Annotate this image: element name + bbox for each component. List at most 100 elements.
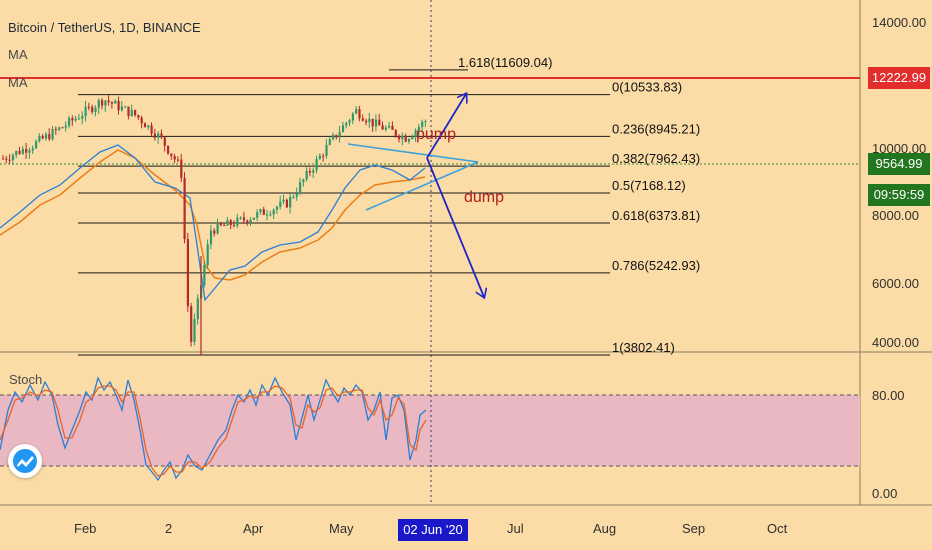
price-tick-4000: 4000.00 xyxy=(872,335,919,350)
candle-body xyxy=(196,298,199,320)
candle-body xyxy=(173,156,176,160)
fib-level-label: 0.618(6373.81) xyxy=(612,208,700,223)
candle-body xyxy=(292,196,295,198)
candle-body xyxy=(71,117,74,121)
time-tick-jul: Jul xyxy=(507,521,524,536)
candle-body xyxy=(348,120,351,123)
countdown-tag: 09:59:59 xyxy=(868,184,930,206)
candle-body xyxy=(394,129,397,136)
candle-body xyxy=(388,125,391,128)
candle-body xyxy=(209,230,213,245)
candle-body xyxy=(124,106,127,108)
stoch-k-line xyxy=(0,376,427,482)
candle-body xyxy=(35,141,38,149)
candle-body xyxy=(15,150,18,155)
candle-body xyxy=(368,118,371,123)
candle-body xyxy=(107,100,110,103)
candle-body xyxy=(25,148,28,153)
candle-body xyxy=(190,306,193,342)
candle-body xyxy=(216,222,219,234)
candle-body xyxy=(361,118,364,121)
candle-body xyxy=(223,225,226,227)
candle-body xyxy=(51,128,54,140)
candle-body xyxy=(48,134,51,140)
candle-body xyxy=(147,125,150,128)
tradingview-logo-icon[interactable] xyxy=(8,444,42,478)
candle-body xyxy=(31,148,34,151)
fib-level-label: 0.236(8945.21) xyxy=(612,121,700,136)
candle-body xyxy=(206,244,209,266)
candle-body xyxy=(338,132,341,138)
time-tick-sep: Sep xyxy=(682,521,705,536)
candle-body xyxy=(242,217,246,221)
time-tick-aug: Aug xyxy=(593,521,616,536)
candle-body xyxy=(269,214,272,216)
fib-level-label: 0.382(7962.43) xyxy=(612,151,700,166)
candle-body xyxy=(167,145,170,154)
current-price-tag: 9564.99 xyxy=(868,153,930,175)
candle-body xyxy=(322,155,325,157)
candle-body xyxy=(249,219,252,223)
dump-label: dump xyxy=(464,189,504,206)
candle-body xyxy=(302,179,305,183)
candle-body xyxy=(104,100,107,106)
candle-body xyxy=(44,134,48,139)
triangle-upper-line xyxy=(347,143,479,163)
stoch-label[interactable]: Stoch xyxy=(9,372,43,387)
candle-body xyxy=(74,118,77,121)
candle-body xyxy=(358,109,361,119)
candle-body xyxy=(77,118,81,120)
price-tick-14000: 14000.00 xyxy=(872,15,926,30)
candle-body xyxy=(328,139,331,145)
time-tick-may: May xyxy=(329,521,354,536)
stoch-tick-80: 80.00 xyxy=(872,388,905,403)
candle-body xyxy=(421,121,424,127)
candle-body xyxy=(97,100,100,108)
time-tick-apr: Apr xyxy=(243,521,264,536)
candle-body xyxy=(18,150,21,154)
candle-body xyxy=(213,230,216,234)
candle-body xyxy=(94,107,97,112)
candle-body xyxy=(58,127,61,130)
stoch-band xyxy=(0,395,860,466)
fib-level-label: 1(3802.41) xyxy=(612,340,675,355)
candle-body xyxy=(401,135,404,140)
candle-body xyxy=(81,116,84,119)
candle-body xyxy=(351,113,354,121)
candle-body xyxy=(64,125,67,128)
ma-slow-line xyxy=(0,149,426,281)
indicator-label-ma-2[interactable]: MA xyxy=(8,75,28,90)
chart-title: Bitcoin / TetherUS, 1D, BINANCE xyxy=(8,20,201,35)
candle-body xyxy=(256,212,259,218)
candle-body xyxy=(68,117,71,126)
triangle-lower-line xyxy=(365,161,479,211)
candle-body xyxy=(193,319,196,342)
stoch-d-line xyxy=(0,385,427,477)
candle-body xyxy=(378,119,381,126)
candle-body xyxy=(11,154,15,160)
candle-body xyxy=(414,130,417,137)
stoch-tick-0: 0.00 xyxy=(872,486,897,501)
candle-body xyxy=(170,153,173,157)
dump-arrow xyxy=(426,157,484,297)
candle-body xyxy=(374,119,378,127)
candle-body xyxy=(117,100,120,111)
candle-body xyxy=(21,148,24,154)
candle-body xyxy=(219,222,222,226)
candle-body xyxy=(305,171,308,180)
indicator-label-ma-1[interactable]: MA xyxy=(8,47,28,62)
candle-body xyxy=(272,209,275,215)
candle-body xyxy=(41,136,44,139)
candle-body xyxy=(203,265,206,286)
candle-body xyxy=(262,209,265,215)
candle-body xyxy=(239,217,242,219)
candle-body xyxy=(2,158,5,160)
candle-body xyxy=(315,159,318,171)
candle-body xyxy=(318,155,321,160)
time-tick-feb: Feb xyxy=(74,521,96,536)
candle-body xyxy=(384,127,387,130)
candle-body xyxy=(246,220,249,223)
candle-body xyxy=(8,159,11,161)
